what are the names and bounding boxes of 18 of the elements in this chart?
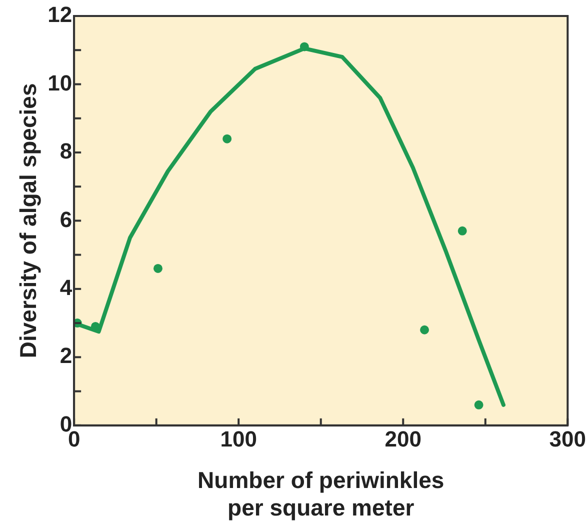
text: per square meter bbox=[228, 494, 414, 521]
point bbox=[474, 400, 484, 410]
y-tick-label: 2 bbox=[60, 343, 72, 368]
y-axis-title: Diversity of algal species bbox=[15, 83, 42, 358]
y-tick-label: 6 bbox=[60, 206, 72, 232]
text: Number of periwinkles bbox=[198, 466, 444, 493]
y-tick-label: 8 bbox=[60, 138, 72, 164]
y-tick-label: 4 bbox=[60, 274, 73, 300]
y-tick-label: 10 bbox=[48, 70, 72, 96]
point bbox=[153, 264, 162, 273]
point bbox=[458, 226, 467, 236]
point bbox=[420, 325, 430, 334]
x-tick-label: 200 bbox=[384, 426, 422, 452]
x-tick-label: 300 bbox=[549, 426, 586, 452]
x-tick-label: 100 bbox=[220, 426, 257, 452]
point bbox=[222, 134, 232, 144]
point bbox=[300, 42, 309, 52]
y-tick-label: 12 bbox=[48, 2, 72, 28]
